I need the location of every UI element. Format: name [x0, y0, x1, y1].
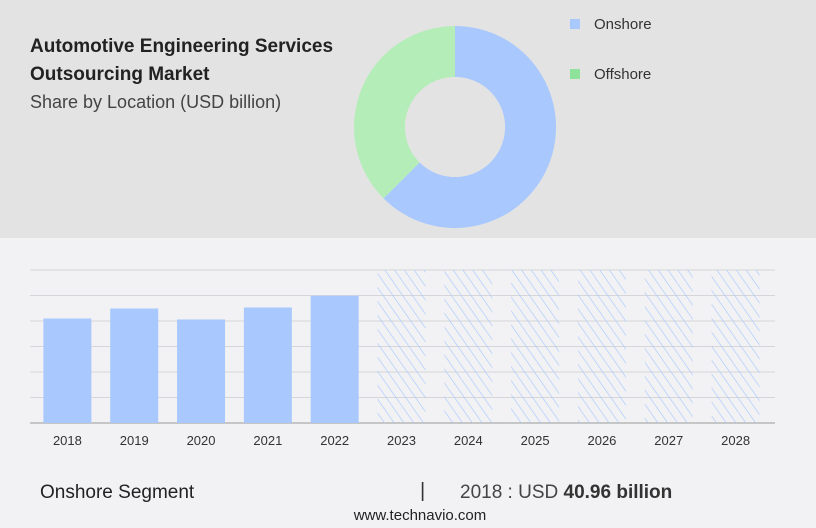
site-link: www.technavio.com — [353, 507, 487, 524]
legend-swatch-offshore — [570, 69, 580, 79]
legend-offshore: Offshore — [570, 66, 651, 83]
x-tick-label: 2019 — [120, 433, 149, 448]
x-tick-label: 2026 — [587, 433, 616, 448]
bar-2022 — [310, 295, 359, 423]
legend-label: Onshore — [594, 16, 652, 33]
bar-forecast-2025 — [511, 270, 560, 423]
x-tick-label: 2021 — [253, 433, 282, 448]
donut-slice-onshore — [383, 26, 556, 228]
x-tick-label: 2018 — [53, 433, 82, 448]
separator: | — [420, 480, 426, 502]
bar-forecast-2023 — [377, 270, 426, 423]
bar-forecast-2027 — [644, 270, 693, 423]
segment-label: Onshore Segment — [40, 482, 195, 503]
bar-2018 — [43, 318, 92, 423]
bar-forecast-2024 — [444, 270, 493, 423]
x-tick-label: 2022 — [320, 433, 349, 448]
bar-2019 — [110, 308, 159, 423]
x-tick-label: 2028 — [721, 433, 750, 448]
legend-label: Offshore — [594, 66, 652, 83]
year-label: 2018 : USD — [460, 482, 559, 503]
bar-forecast-2026 — [577, 270, 626, 423]
legend-swatch-onshore — [570, 19, 580, 29]
donut-hole — [405, 77, 505, 177]
bar-2021 — [243, 307, 292, 423]
segment-value: 2018 : USD 40.96 billion — [460, 482, 672, 504]
chart-title: Automotive Engineering Services Outsourc… — [30, 36, 334, 85]
x-tick-label: 2027 — [654, 433, 683, 448]
value-text: 40.96 billion — [563, 482, 673, 503]
chart-subtitle: Share by Location (USD billion) — [30, 92, 282, 112]
x-tick-label: 2025 — [521, 433, 550, 448]
bar-2020 — [177, 319, 226, 423]
x-tick-label: 2023 — [387, 433, 416, 448]
x-tick-label: 2024 — [454, 433, 483, 448]
donut-slice-offshore — [353, 26, 455, 199]
x-tick-label: 2020 — [187, 433, 216, 448]
legend-onshore: Onshore — [570, 16, 652, 33]
bar-forecast-2028 — [711, 270, 760, 423]
